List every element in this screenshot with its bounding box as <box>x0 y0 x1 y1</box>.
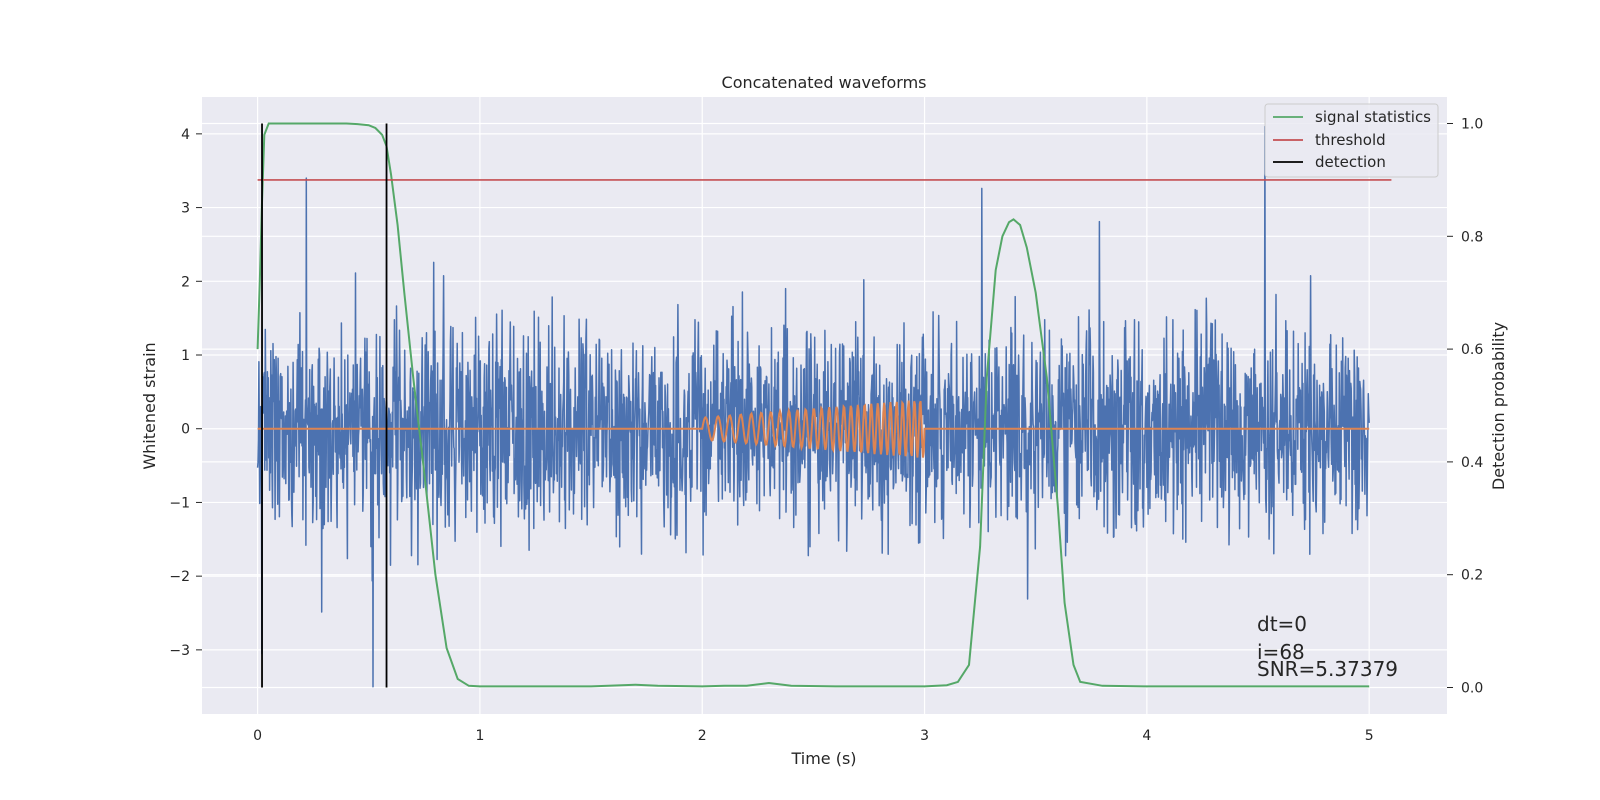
x-axis-ticks: 0 1 2 3 4 5 <box>253 728 1374 744</box>
y-right-tick-label: 0.2 <box>1461 568 1483 584</box>
chart-title: Concatenated waveforms <box>722 73 927 92</box>
detection-series <box>261 123 388 688</box>
y-right-tick-label: 0.6 <box>1461 342 1483 358</box>
annotation-index: i=68 <box>1257 640 1305 664</box>
legend-label-threshold: threshold <box>1315 131 1386 149</box>
y-right-tick-label: 0.0 <box>1461 680 1483 696</box>
y-axis-right-label: Detection probability <box>1489 322 1508 490</box>
y-tick-label: −1 <box>169 495 190 511</box>
x-tick-label: 1 <box>475 728 484 744</box>
x-tick-label: 2 <box>698 728 707 744</box>
y-tick-label: 0 <box>181 422 190 438</box>
x-tick-label: 0 <box>253 728 262 744</box>
legend-label-signal-statistics: signal statistics <box>1315 108 1431 126</box>
y-tick-label: 4 <box>181 127 190 143</box>
y-right-tick-label: 0.4 <box>1461 455 1483 471</box>
annotation-snr: SNR=5.37379 <box>1257 657 1398 681</box>
annotation-dt: dt=0 <box>1257 612 1307 636</box>
y-axis-ticks: −3 −2 −1 0 1 2 3 4 <box>169 127 202 659</box>
y-tick-label: 1 <box>181 348 190 364</box>
x-tick-label: 4 <box>1142 728 1151 744</box>
y-tick-label: 3 <box>181 201 190 217</box>
y-axis-label: Whitened strain <box>140 342 159 469</box>
chirp-series <box>257 400 1370 458</box>
chirp-line <box>257 400 1370 458</box>
y-right-tick-label: 0.8 <box>1461 229 1483 245</box>
y-right-tick-label: 1.0 <box>1461 117 1483 133</box>
signal-statistics-line <box>256 122 1370 688</box>
legend-box <box>1264 103 1439 178</box>
y-tick-label: −2 <box>169 569 190 585</box>
y-tick-label: −3 <box>169 643 190 659</box>
legend: signal statistics threshold detection <box>1264 103 1439 178</box>
x-tick-label: 5 <box>1365 728 1374 744</box>
legend-label-detection: detection <box>1315 153 1386 171</box>
x-tick-label: 3 <box>920 728 929 744</box>
x-axis-label: Time (s) <box>790 749 856 768</box>
y-axis-right-ticks: 0.0 0.2 0.4 0.6 0.8 1.0 <box>1447 117 1483 696</box>
signal-statistics-series <box>256 122 1370 688</box>
y-tick-label: 2 <box>181 274 190 290</box>
